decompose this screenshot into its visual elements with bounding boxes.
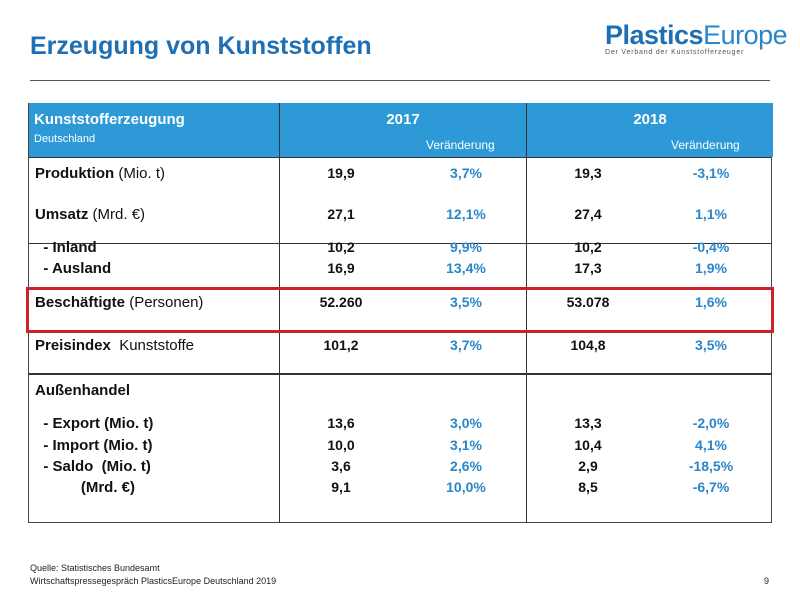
change-2017: 3,7% [450,165,482,181]
value-2018: 2,9 [578,458,598,474]
row-label: Preisindex Kunststoffe [35,337,194,354]
value-2018: 10,2 [574,239,602,255]
row-label: - Import (Mio. t) [35,437,153,454]
value-2017: 52.260 [319,294,363,310]
change-2018: 1,9% [695,260,727,276]
value-2017: 13,6 [327,415,355,431]
page-number: 9 [764,576,770,586]
change-2017: 3,1% [450,437,482,453]
header-subtitle: Deutschland [34,133,96,145]
row-divider [29,157,772,158]
value-2018: 13,3 [574,415,602,431]
change-2018: 3,5% [695,337,727,353]
value-2017: 3,6 [331,458,351,474]
change-2017: 3,0% [450,415,482,431]
change-2017: 9,9% [450,239,482,255]
plasticseurope-logo: PlasticsEurope Der Verband der Kunststof… [605,20,788,56]
title-divider [30,80,770,81]
change-2018: -2,0% [692,415,730,431]
row-label: Umsatz (Mrd. €) [35,206,146,223]
change-2017: 10,0% [446,479,486,495]
value-2018: 19,3 [574,165,602,181]
row-label: Produktion (Mio. t) [35,165,166,182]
row-divider [29,243,772,244]
change-2017: 2,6% [450,458,482,474]
value-2017: 10,2 [327,239,355,255]
change-2017: 13,4% [446,260,486,276]
change-2018: -3,1% [692,165,730,181]
row-label: - Export (Mio. t) [35,415,154,432]
value-2018: 10,4 [574,437,602,453]
header-change-2017: Veränderung [426,138,495,152]
header-title: Kunststofferzeugung [34,111,185,128]
value-2017: 10,0 [327,437,355,453]
value-2018: 27,4 [574,206,602,222]
value-2017: 16,9 [327,260,355,276]
slide-title: Erzeugung von Kunststoffen [30,32,372,60]
footer-source: Quelle: Statistisches Bundesamt [30,563,160,573]
value-2017: 101,2 [323,337,359,353]
change-2018: -18,5% [688,458,734,474]
header-year-2017: 2017 [386,111,420,128]
row-label: - Inland [35,239,97,256]
data-table: Kunststofferzeugung Deutschland 2017 201… [28,103,773,523]
table-header: Kunststofferzeugung Deutschland 2017 201… [29,103,773,157]
value-2018: 104,8 [570,337,606,353]
row-label: Außenhandel [35,382,131,399]
value-2017: 27,1 [327,206,355,222]
change-2017: 3,7% [450,337,482,353]
value-2018: 8,5 [578,479,598,495]
change-2018: 1,1% [695,206,727,222]
value-2018: 53.078 [566,294,610,310]
row-divider [29,373,772,375]
column-divider [526,103,527,523]
highlight-box [26,287,774,333]
footer-event: Wirtschaftspressegespräch PlasticsEurope… [30,576,277,586]
change-2018: -0,4% [692,239,730,255]
row-label: (Mrd. €) [35,479,136,496]
change-2018: 1,6% [695,294,727,310]
header-year-2018: 2018 [633,111,667,128]
row-label: - Ausland [35,260,112,277]
change-2017: 12,1% [446,206,486,222]
row-label: Beschäftigte (Personen) [35,294,204,311]
value-2017: 19,9 [327,165,355,181]
change-2018: 4,1% [695,437,727,453]
header-change-2018: Veränderung [671,138,740,152]
value-2018: 17,3 [574,260,602,276]
value-2017: 9,1 [331,479,351,495]
column-divider [279,103,280,523]
change-2018: -6,7% [692,479,730,495]
change-2017: 3,5% [450,294,482,310]
row-label: - Saldo (Mio. t) [35,458,151,475]
